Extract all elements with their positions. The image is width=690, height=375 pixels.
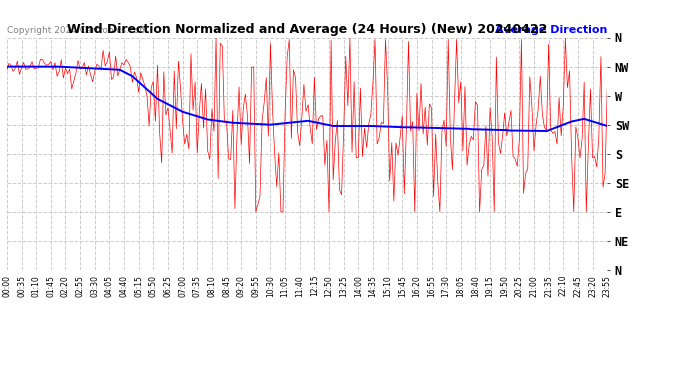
Text: Copyright 2024 Cartronics.com: Copyright 2024 Cartronics.com (7, 26, 148, 35)
Text: Average Direction: Average Direction (495, 25, 607, 35)
Title: Wind Direction Normalized and Average (24 Hours) (New) 20240422: Wind Direction Normalized and Average (2… (67, 23, 547, 36)
